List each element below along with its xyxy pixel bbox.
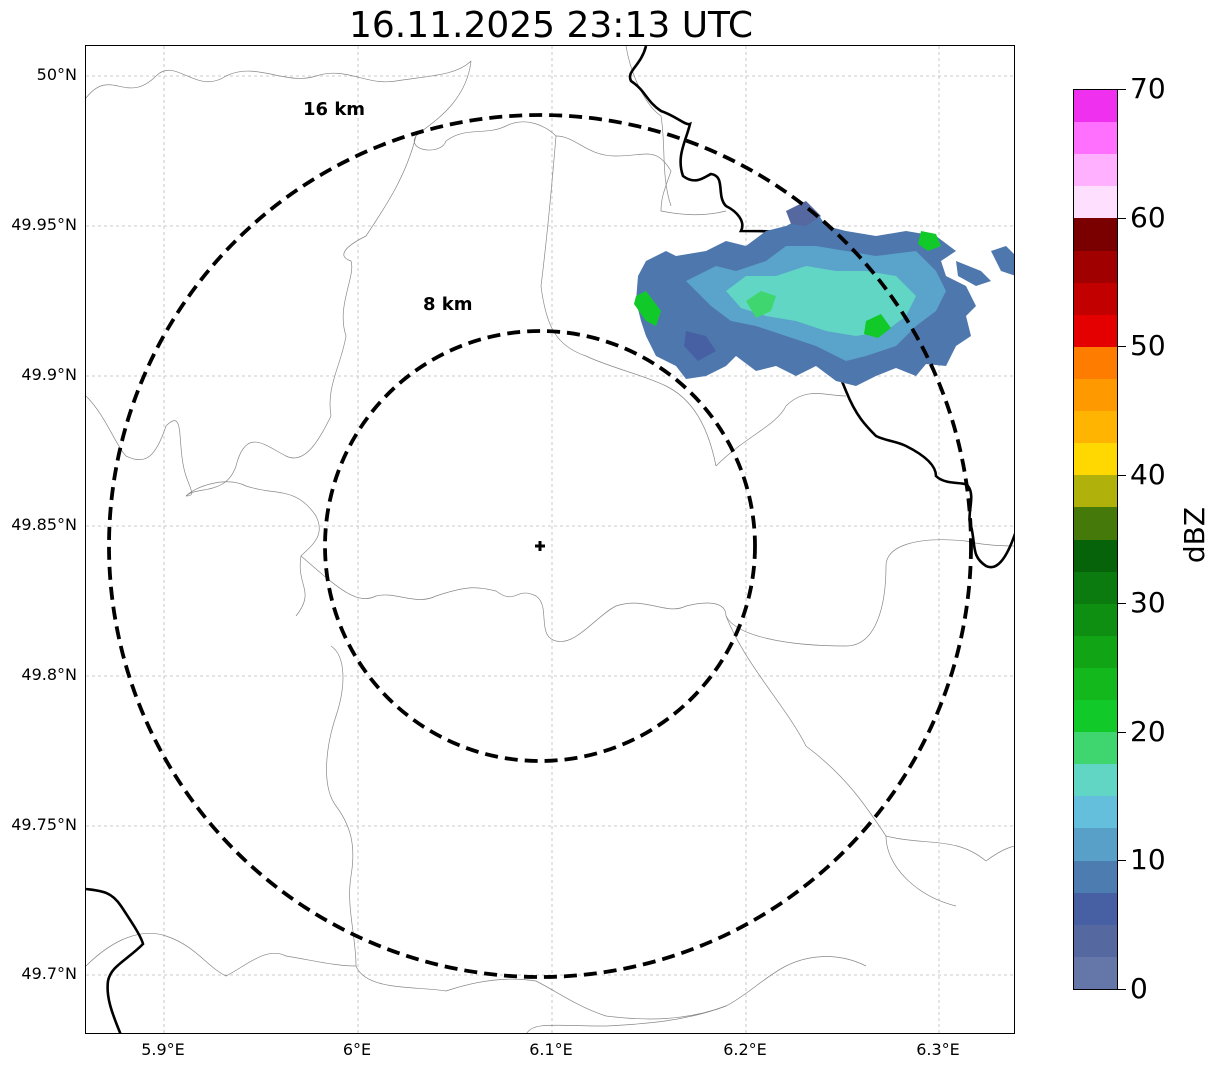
range-ring-8km: [323, 329, 757, 763]
colorbar-segment: [1074, 924, 1117, 957]
colorbar-tick-label: 70: [1130, 72, 1166, 105]
lon-label: 6.2°E: [723, 1040, 767, 1059]
colorbar-segment: [1074, 763, 1117, 797]
radar-map[interactable]: [85, 45, 1015, 1034]
colorbar-segment: [1074, 571, 1117, 604]
colorbar-segment: [1074, 956, 1117, 989]
colorbar-segment: [1074, 827, 1117, 861]
graticule: [86, 46, 1014, 1033]
colorbar-segment: [1074, 442, 1117, 476]
colorbar-segment: [1074, 859, 1117, 893]
echo-cell: [786, 201, 821, 226]
echo-cell: [918, 231, 941, 251]
colorbar-title: dBZ: [1178, 506, 1207, 564]
lat-label: 49.95°N: [11, 215, 77, 234]
plus-icon: [535, 541, 545, 551]
colorbar-tick: [1118, 860, 1126, 861]
echo-cell: [864, 314, 891, 338]
lon-label: 6.3°E: [916, 1040, 960, 1059]
colorbar-segment: [1074, 474, 1117, 508]
colorbar-tick: [1118, 346, 1126, 347]
map-title: 16.11.2025 23:13 UTC: [348, 5, 754, 46]
echo-cell: [746, 291, 776, 318]
colorbar-tick: [1118, 475, 1126, 476]
echo-cell: [634, 291, 661, 326]
colorbar-segment: [1074, 217, 1117, 251]
colorbar-segment: [1074, 506, 1117, 540]
echo-cell: [956, 261, 991, 286]
precipitation-echoes: [634, 201, 1014, 386]
colorbar-segment: [1074, 892, 1117, 925]
colorbar-segment: [1074, 153, 1117, 187]
colorbar-tick-label: 20: [1130, 715, 1166, 748]
colorbar-tick: [1118, 603, 1126, 604]
range-ring-16km: [107, 113, 973, 979]
colorbar-segment: [1074, 121, 1117, 155]
municipal-boundaries: [86, 46, 1014, 1033]
colorbar-segment: [1074, 378, 1117, 412]
colorbar-segment: [1074, 90, 1117, 123]
colorbar-segment: [1074, 795, 1117, 829]
echo-cell: [684, 331, 716, 361]
colorbar-segment: [1074, 538, 1117, 572]
lat-label: 49.7°N: [21, 964, 77, 983]
colorbar-segment: [1074, 249, 1117, 283]
lat-label: 49.85°N: [11, 515, 77, 534]
range-ring-label-16km: 16 km: [303, 99, 366, 120]
colorbar-tick-label: 0: [1130, 972, 1148, 1005]
colorbar: [1073, 89, 1118, 990]
colorbar-segment: [1074, 282, 1117, 315]
colorbar-tick-label: 10: [1130, 843, 1166, 876]
lat-label: 50°N: [36, 65, 77, 84]
colorbar-segment: [1074, 314, 1117, 347]
colorbar-segment: [1074, 346, 1117, 379]
colorbar-tick: [1118, 218, 1126, 219]
colorbar-tick: [1118, 989, 1126, 990]
lat-label: 49.8°N: [21, 665, 77, 684]
lon-label: 6°E: [342, 1040, 372, 1059]
lat-label: 49.75°N: [11, 815, 77, 834]
echo-cell: [726, 266, 916, 336]
colorbar-segment: [1074, 667, 1117, 701]
colorbar-tick-label: 60: [1130, 201, 1166, 234]
colorbar-tick-label: 40: [1130, 458, 1166, 491]
colorbar-segment: [1074, 603, 1117, 636]
colorbar-tick-label: 50: [1130, 329, 1166, 362]
map-canvas: [86, 46, 1014, 1033]
colorbar-segment: [1074, 699, 1117, 733]
colorbar-tick-label: 30: [1130, 586, 1166, 619]
echo-cell: [991, 246, 1014, 276]
national-border: [86, 46, 1014, 1033]
colorbar-segment: [1074, 410, 1117, 444]
lon-label: 6.1°E: [529, 1040, 573, 1059]
colorbar-tick: [1118, 732, 1126, 733]
lat-label: 49.9°N: [21, 365, 77, 384]
colorbar-tick: [1118, 89, 1126, 90]
colorbar-segment: [1074, 185, 1117, 219]
colorbar-segment: [1074, 731, 1117, 765]
range-rings: [107, 113, 973, 979]
range-ring-label-8km: 8 km: [423, 294, 473, 315]
colorbar-segment: [1074, 635, 1117, 668]
lon-label: 5.9°E: [141, 1040, 185, 1059]
